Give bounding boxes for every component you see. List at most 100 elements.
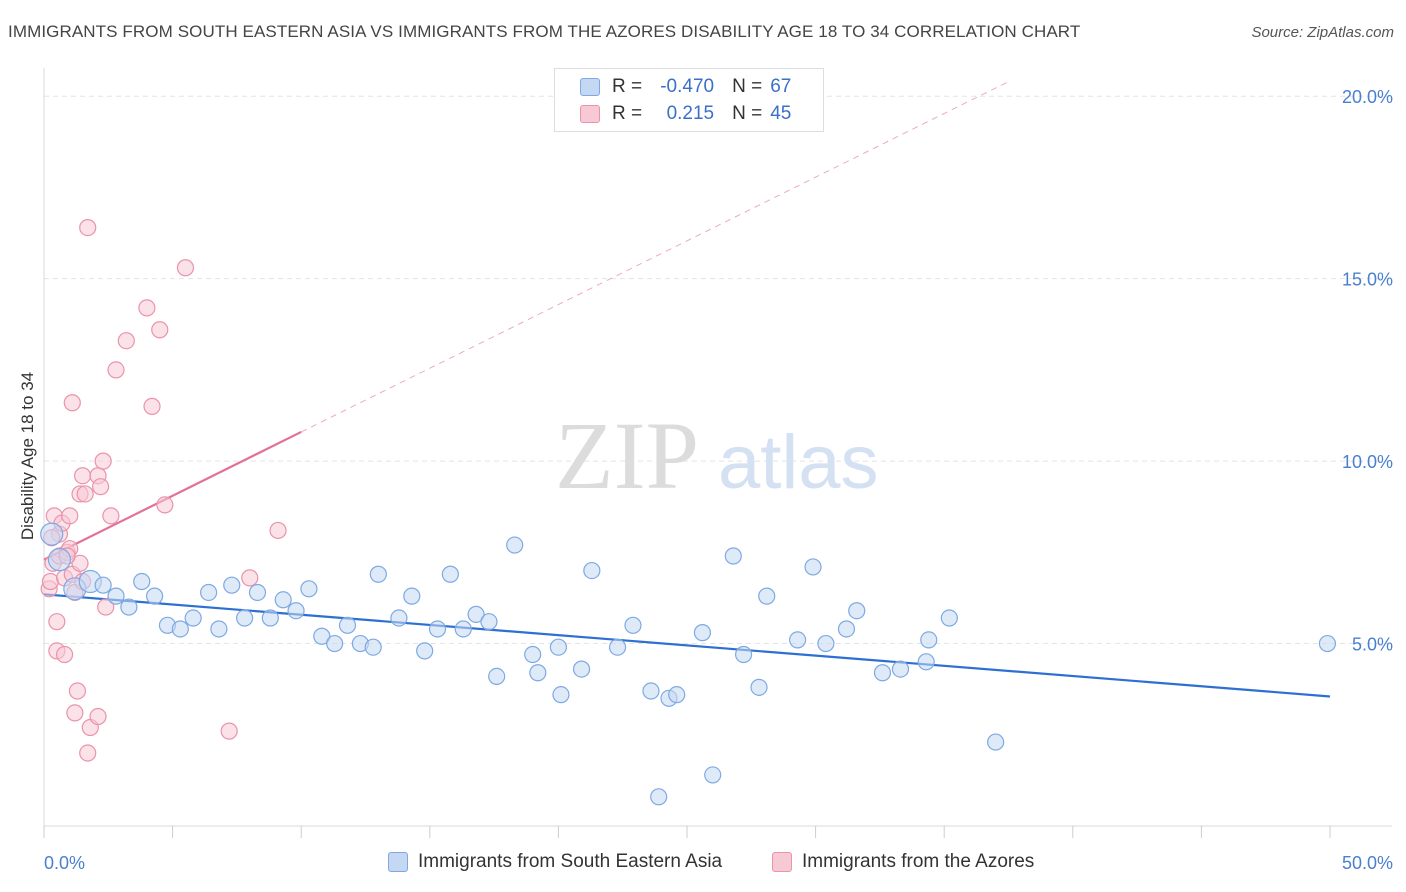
point-azores [220,722,238,740]
grid-lines [44,95,1392,645]
point-south-eastern-asia [369,565,387,583]
point-azores [97,598,115,616]
point-azores [55,645,74,664]
point-south-eastern-asia [1318,634,1337,653]
bottom-legend-swatch-south-eastern-asia [388,852,408,872]
point-azores [48,613,66,631]
trend-lines-azores [43,81,1009,561]
point-azores [107,361,125,379]
chart-title: IMMIGRANTS FROM SOUTH EASTERN ASIA VS IM… [8,22,1081,41]
legend-r-value-azores: 0.215 [666,103,715,124]
point-south-eastern-asia [788,631,807,649]
point-azores [89,707,107,726]
point-south-eastern-asia [572,660,591,678]
point-south-eastern-asia [642,682,660,700]
y-tick-label: 5.0% [1352,635,1393,655]
point-south-eastern-asia [145,587,164,605]
y-tick-label: 15.0% [1342,270,1393,290]
point-azores [269,521,287,540]
point-south-eastern-asia [891,660,910,678]
bottom-legend-swatch-azores [772,852,792,872]
point-south-eastern-asia [274,591,292,609]
point-azores [61,507,79,525]
point-azores [71,554,89,572]
point-south-eastern-asia [529,664,547,682]
point-south-eastern-asia [804,558,822,576]
point-south-eastern-asia [403,587,421,605]
point-azores [143,397,161,415]
point-south-eastern-asia [248,583,267,602]
point-azores [102,507,120,525]
point-south-eastern-asia [624,616,642,634]
point-south-eastern-asia [920,631,938,649]
point-south-eastern-asia [171,620,189,638]
point-south-eastern-asia [650,788,668,806]
point-south-eastern-asia [184,609,202,627]
bottom-legend-label-south-eastern-asia: Immigrants from South Eastern Asia [418,851,723,872]
legend-r-label: R = [612,76,643,97]
correlation-legend: R = -0.470 N = 67 R = 0.215 N = 45 [554,68,824,132]
point-south-eastern-asia [200,583,218,602]
point-south-eastern-asia [416,642,434,660]
point-south-eastern-asia [848,602,866,620]
point-south-eastern-asia [552,686,570,704]
point-azores [76,485,94,503]
point-south-eastern-asia [223,576,241,594]
point-azores [68,682,87,700]
point-azores [138,299,156,317]
y-axis-label: Disability Age 18 to 34 [18,372,37,540]
point-azores [79,219,97,237]
axes [43,68,1392,838]
bottom-legend-label-azores: Immigrants from the Azores [802,851,1035,872]
point-south-eastern-asia [236,609,254,627]
y-tick-label: 10.0% [1342,452,1393,472]
point-south-eastern-asia [47,548,72,572]
point-south-eastern-asia [133,572,151,591]
point-south-eastern-asia [428,620,447,638]
legend-n-label: N = [732,76,763,97]
point-azores [241,569,259,587]
tick-labels: 5.0% 10.0% 15.0% 20.0% 0.0% 50.0% [44,87,1393,873]
legend-r-value-south-eastern-asia: -0.470 [660,76,715,97]
point-south-eastern-asia [390,609,408,627]
point-south-eastern-asia [750,678,768,696]
point-south-eastern-asia [300,580,318,598]
point-south-eastern-asia [549,638,568,656]
point-south-eastern-asia [210,620,228,638]
legend-n-value-azores: 45 [770,103,792,124]
point-south-eastern-asia [488,667,506,686]
point-azores [79,744,97,762]
point-azores [41,572,60,591]
point-azores [63,394,81,412]
y-tick-label: 20.0% [1342,87,1393,107]
points-azores [40,219,287,762]
point-south-eastern-asia [724,547,742,565]
point-south-eastern-asia [107,587,125,605]
legend-r-label: R = [612,103,643,124]
point-azores [91,478,110,496]
point-south-eastern-asia [364,638,382,656]
point-south-eastern-asia [287,602,305,620]
legend-swatch-azores [580,105,600,123]
point-azores [73,467,92,485]
point-azores [156,496,174,514]
legend-swatch-south-eastern-asia [580,78,600,96]
point-south-eastern-asia [917,653,935,671]
point-south-eastern-asia [693,624,712,642]
watermark-atlas: atlas [718,420,879,505]
legend-n-label: N = [732,103,763,124]
point-south-eastern-asia [261,609,279,627]
point-south-eastern-asia [454,620,472,638]
point-azores [94,452,112,470]
point-south-eastern-asia [837,620,856,638]
point-south-eastern-asia [94,576,112,594]
legend-row-south-eastern-asia: R = -0.470 N = 67 [555,74,791,100]
watermark-zip: ZIP [555,402,699,509]
point-south-eastern-asia [608,638,627,656]
x-tick-label: 50.0% [1342,853,1393,873]
bottom-legend-south-eastern-asia: Immigrants from South Eastern Asia [388,851,722,873]
point-south-eastern-asia [873,664,892,682]
point-azores [176,259,195,277]
point-south-eastern-asia [441,565,459,583]
